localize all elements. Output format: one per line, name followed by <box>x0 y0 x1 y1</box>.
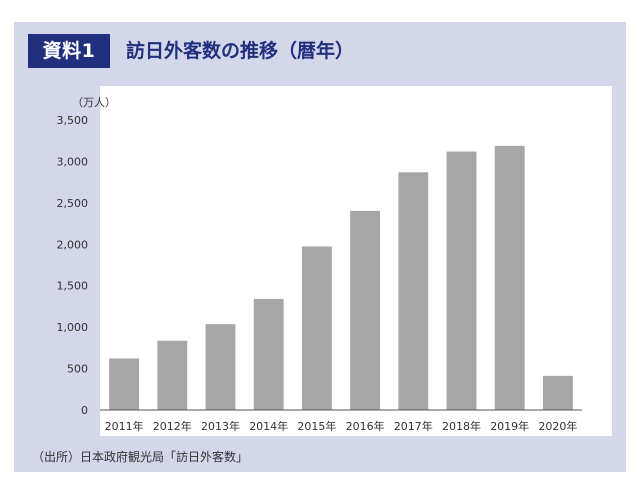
x-tick-label: 2020年 <box>538 419 577 433</box>
bar <box>542 375 573 410</box>
y-tick-label: 1,000 <box>57 321 89 334</box>
y-tick-label: 2,000 <box>57 238 89 251</box>
figure-badge: 資料1 <box>28 34 110 68</box>
x-tick-label: 2011年 <box>105 419 144 433</box>
y-tick-label: 500 <box>67 363 88 376</box>
x-tick-label: 2013年 <box>201 419 240 433</box>
bar-chart: 0 500 1,000 1,500 2,000 2,500 3,000 3,500 2011年… <box>57 114 582 433</box>
x-tick-label: 2018年 <box>442 419 481 433</box>
y-tick-label: 3,500 <box>57 114 89 127</box>
bar <box>109 358 140 410</box>
bar <box>253 298 284 410</box>
x-tick-label: 2016年 <box>346 419 385 433</box>
bar <box>205 324 236 410</box>
source-note: （出所）日本政府観光局「訪日外客数」 <box>32 450 249 464</box>
bar <box>157 340 188 410</box>
x-tick-label: 2015年 <box>297 419 336 433</box>
y-axis-unit-label: （万人） <box>72 96 116 109</box>
bar <box>350 210 381 410</box>
y-tick-label: 2,500 <box>57 197 89 210</box>
x-tick-label: 2019年 <box>490 419 529 433</box>
x-tick-label: 2017年 <box>394 419 433 433</box>
y-tick-label: 0 <box>81 404 88 417</box>
chart-panel: 資料1 訪日外客数の推移（暦年） （万人） 0 500 1,000 1,500 2,00… <box>14 22 626 472</box>
bar <box>446 151 477 410</box>
bar <box>301 246 332 410</box>
bar <box>398 172 429 410</box>
chart-title: 訪日外客数の推移（暦年） <box>126 40 355 62</box>
bar <box>494 145 525 410</box>
y-tick-label: 3,000 <box>57 155 89 168</box>
x-tick-label: 2014年 <box>249 419 288 433</box>
x-tick-label: 2012年 <box>153 419 192 433</box>
y-tick-label: 1,500 <box>57 280 89 293</box>
